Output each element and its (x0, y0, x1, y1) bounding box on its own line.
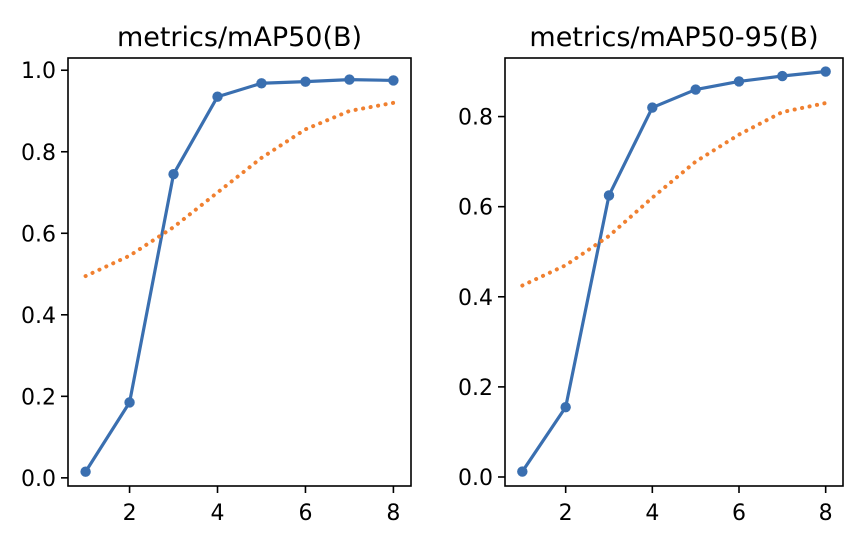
data-point (560, 401, 571, 413)
y-tick-label: 0.0 (458, 466, 493, 491)
y-tick-label: 0.6 (458, 196, 493, 221)
x-tick-label: 6 (298, 501, 312, 526)
y-tick-label: 0.4 (21, 304, 56, 329)
subplot-map50: metrics/mAP50(B) 2 4 6 8 0.0 0.2 0.4 0.6 0.8 1.0 (21, 22, 412, 526)
x-tick-label: 2 (559, 501, 573, 526)
x-tick-label: 8 (386, 501, 400, 526)
y-tick-label: 1.0 (21, 59, 56, 84)
data-point (733, 76, 745, 87)
data-point (300, 76, 311, 87)
x-tick-label: 2 (123, 501, 137, 526)
y-tick-label: 0.8 (458, 106, 493, 131)
plot-frame (504, 57, 844, 487)
data-point (820, 66, 831, 77)
series-line-solid (520, 69, 828, 474)
y-tick-label: 0.6 (21, 222, 56, 247)
data-point (256, 78, 267, 89)
series-line-dotted (83, 100, 396, 279)
y-tick-label: 0.2 (21, 385, 56, 410)
data-point (603, 190, 615, 201)
y-tick-label: 0.8 (21, 141, 56, 166)
data-point (647, 102, 658, 113)
series-line-dotted (520, 101, 828, 288)
data-point (212, 91, 223, 102)
subplot-map50-95: metrics/mAP50-95(B) 2 4 6 8 0.0 0.2 0.4 0.6 0.8 (458, 22, 844, 526)
y-tick-label: 0.4 (458, 286, 493, 311)
chart-title: metrics/mAP50-95(B) (529, 22, 818, 53)
x-tick-label: 8 (819, 501, 833, 526)
x-tick-label: 6 (732, 501, 746, 526)
data-point (80, 466, 91, 477)
data-point (517, 466, 528, 477)
series-line-solid (83, 77, 396, 474)
data-point (388, 75, 399, 86)
y-tick-label: 0.0 (21, 467, 56, 492)
data-point (168, 168, 179, 180)
data-point (690, 84, 701, 95)
x-tick-label: 4 (645, 501, 659, 526)
data-point (344, 74, 355, 85)
x-tick-label: 4 (211, 501, 225, 526)
data-point (124, 397, 135, 408)
plot-frame (67, 57, 412, 487)
data-point (777, 70, 788, 82)
chart-title: metrics/mAP50(B) (117, 22, 362, 53)
y-tick-label: 0.2 (458, 376, 493, 401)
